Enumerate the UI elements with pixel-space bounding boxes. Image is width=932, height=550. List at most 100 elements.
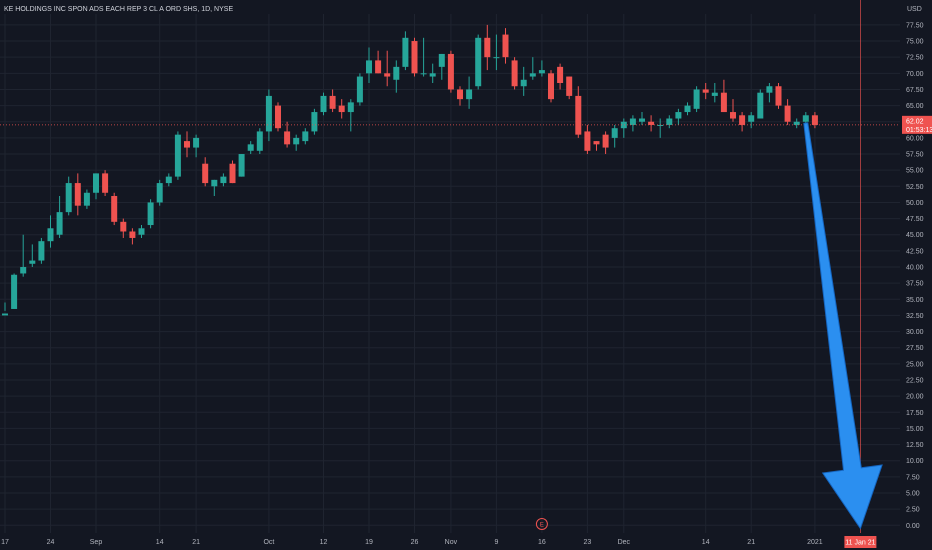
candle[interactable] <box>47 215 54 248</box>
candle-body[interactable] <box>766 86 773 93</box>
candle-body[interactable] <box>311 112 318 132</box>
candle-body[interactable] <box>238 154 245 177</box>
candle-body[interactable] <box>466 89 473 100</box>
candle-body[interactable] <box>93 173 99 193</box>
candle[interactable] <box>393 60 400 93</box>
candle-body[interactable] <box>557 66 564 84</box>
candle-body[interactable] <box>584 131 591 151</box>
candle-body[interactable] <box>784 105 791 122</box>
candle[interactable] <box>584 124 591 155</box>
candle-body[interactable] <box>329 95 336 109</box>
candle-body[interactable] <box>702 89 709 93</box>
candle[interactable] <box>793 118 800 129</box>
candle-body[interactable] <box>202 163 209 184</box>
candle[interactable] <box>538 60 545 77</box>
candle[interactable] <box>193 134 200 158</box>
candle-body[interactable] <box>457 89 463 100</box>
candle-body[interactable] <box>566 76 573 96</box>
candle[interactable] <box>666 115 673 129</box>
candle[interactable] <box>466 76 473 109</box>
candle-body[interactable] <box>411 41 418 74</box>
candle[interactable] <box>138 225 145 238</box>
candle-body[interactable] <box>138 228 145 235</box>
candle[interactable] <box>575 86 582 138</box>
candle[interactable] <box>775 83 782 109</box>
candle[interactable] <box>748 112 755 129</box>
candle-body[interactable] <box>629 118 636 125</box>
candle[interactable] <box>320 92 327 116</box>
candle[interactable] <box>366 47 372 84</box>
candle[interactable] <box>229 160 236 184</box>
candles[interactable] <box>2 24 818 316</box>
candle[interactable] <box>766 83 773 103</box>
candle[interactable] <box>284 121 291 148</box>
candle-body[interactable] <box>247 144 254 151</box>
candle-body[interactable] <box>265 95 272 132</box>
candle[interactable] <box>429 63 436 84</box>
price-axis[interactable]: 0.00 2.50 5.00 7.50 10.00 12.50 15.00 17.50 20.0… <box>902 22 932 530</box>
candle-body[interactable] <box>548 73 554 100</box>
candle[interactable] <box>639 112 645 125</box>
candle[interactable] <box>265 89 272 142</box>
candle-body[interactable] <box>83 192 90 206</box>
candle-body[interactable] <box>384 73 391 77</box>
candle-body[interactable] <box>56 212 63 235</box>
candle[interactable] <box>338 99 345 119</box>
candle-body[interactable] <box>302 131 309 142</box>
candle[interactable] <box>702 83 709 100</box>
candle[interactable] <box>548 70 554 103</box>
candle-body[interactable] <box>648 121 655 125</box>
candle[interactable] <box>11 273 18 309</box>
candle[interactable] <box>602 131 609 155</box>
candle-body[interactable] <box>2 313 8 316</box>
candle-body[interactable] <box>165 176 172 184</box>
candle-body[interactable] <box>666 118 673 125</box>
candle-body[interactable] <box>502 34 509 58</box>
candle-body[interactable] <box>38 241 45 261</box>
candle[interactable] <box>684 102 691 116</box>
candle[interactable] <box>757 89 764 119</box>
candle-body[interactable] <box>174 134 181 177</box>
candle[interactable] <box>648 115 655 132</box>
candle-body[interactable] <box>739 115 746 125</box>
candle[interactable] <box>129 228 136 245</box>
candle-body[interactable] <box>129 231 136 238</box>
candle-body[interactable] <box>684 105 691 113</box>
candle-body[interactable] <box>511 60 518 87</box>
candle[interactable] <box>147 199 154 229</box>
candle[interactable] <box>711 83 718 103</box>
candle[interactable] <box>384 50 391 87</box>
candle-body[interactable] <box>366 60 372 74</box>
candle[interactable] <box>411 37 418 77</box>
candle[interactable] <box>566 76 573 100</box>
candle-body[interactable] <box>639 118 645 122</box>
candle[interactable] <box>730 99 736 122</box>
candle-body[interactable] <box>111 195 118 222</box>
candle[interactable] <box>657 118 664 138</box>
candle-body[interactable] <box>402 37 409 67</box>
candle-body[interactable] <box>620 121 627 129</box>
candle-body[interactable] <box>657 124 664 126</box>
candle-body[interactable] <box>730 112 736 119</box>
candle-body[interactable] <box>375 60 382 74</box>
candle-body[interactable] <box>29 260 36 264</box>
candle[interactable] <box>620 118 627 138</box>
candle-body[interactable] <box>693 89 700 109</box>
candle-body[interactable] <box>74 183 81 206</box>
candle-body[interactable] <box>811 115 818 125</box>
candle-body[interactable] <box>602 134 609 148</box>
candle[interactable] <box>293 134 300 151</box>
candle[interactable] <box>457 86 463 106</box>
candle[interactable] <box>811 112 818 129</box>
candle[interactable] <box>438 53 445 80</box>
candle[interactable] <box>102 170 109 196</box>
candle[interactable] <box>202 157 209 187</box>
candle[interactable] <box>739 112 746 132</box>
candle-body[interactable] <box>320 95 327 113</box>
candle-body[interactable] <box>156 183 163 203</box>
candle-body[interactable] <box>147 202 154 226</box>
candle-body[interactable] <box>611 128 618 138</box>
candle-body[interactable] <box>47 228 54 242</box>
candle[interactable] <box>529 57 536 80</box>
